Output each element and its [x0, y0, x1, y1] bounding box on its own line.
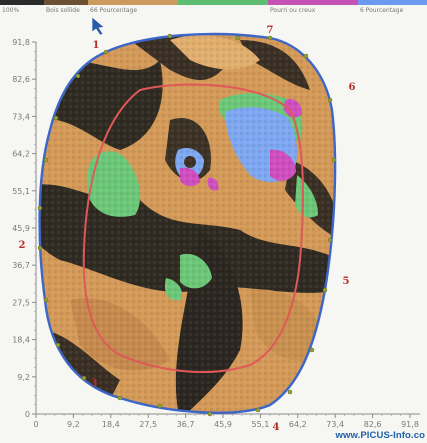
inner-outline: [82, 83, 304, 373]
sensor-point: [255, 407, 261, 413]
legend-item: 100%: [0, 0, 44, 16]
sensor-point: [43, 157, 49, 163]
legend-bar: 100% Bois sollide 66 Pourcentage Pourri ou …: [0, 0, 427, 16]
credit-text: www.PICUS-Info.co: [335, 430, 425, 441]
y-tick-label: 45,9: [12, 224, 30, 233]
sensor-label: 4: [273, 422, 280, 433]
tomogram-image: [39, 34, 336, 413]
sensor-point: [53, 115, 59, 121]
sensor-label: 5: [343, 276, 350, 287]
sensor-point: [303, 53, 309, 59]
legend-swatch: [44, 0, 88, 5]
sensor-points: [37, 33, 337, 417]
x-tick-label: 27,5: [139, 420, 157, 429]
x-tick-label: 73,4: [326, 420, 344, 429]
sensor-point: [267, 35, 273, 41]
legend-swatch: [88, 0, 178, 5]
sensor-point: [167, 33, 173, 39]
legend-label: 100%: [2, 7, 20, 14]
sensor-label: 6: [349, 82, 356, 93]
y-tick-label: 91,8: [12, 38, 30, 47]
sensor-point: [55, 342, 61, 348]
y-tick-label: 0: [25, 410, 30, 419]
x-tick-label: 9,2: [67, 420, 80, 429]
legend-label: Pourri ou creux: [270, 7, 316, 14]
y-tick-label: 64,2: [12, 150, 30, 159]
legend-label: Bois sollide: [46, 7, 80, 14]
sensor-point: [327, 97, 333, 103]
sensor-label: 1: [93, 40, 100, 51]
sensor-point: [331, 157, 337, 163]
sensor-point: [43, 297, 49, 303]
y-tick-label: 18,4: [12, 336, 30, 345]
x-tick-label: 0: [33, 420, 38, 429]
sensor-point: [103, 49, 109, 55]
y-tick-label: 36,7: [12, 261, 30, 270]
sensor-point: [81, 375, 87, 381]
sensor-point: [37, 245, 43, 251]
trunk-outline: [38, 32, 337, 414]
legend-swatch: [178, 0, 268, 5]
sensor-point: [37, 205, 43, 211]
legend-swatch: [268, 0, 358, 5]
sensor-point: [287, 389, 293, 395]
y-tick-label: 9,2: [17, 373, 30, 382]
sensor-point: [117, 395, 123, 401]
sensor-point: [75, 73, 81, 79]
sensor-point: [235, 35, 241, 41]
legend-item: Bois sollide: [44, 0, 88, 16]
legend-label: 6 Pourcentage: [360, 7, 404, 14]
sensor-point: [157, 403, 163, 409]
sensor-point: [322, 287, 328, 293]
legend-item: Pourri ou creux: [268, 0, 358, 16]
sensor-label: 3: [91, 378, 98, 389]
y-tick-label: 55,1: [12, 187, 30, 196]
x-tick-label: 82,6: [364, 420, 382, 429]
x-tick-label: 55,1: [251, 420, 269, 429]
legend-swatch: [0, 0, 44, 5]
cursor-arrow-icon: [91, 16, 105, 36]
x-tick-label: 91,8: [401, 420, 419, 429]
y-tick-label: 27,5: [12, 298, 30, 307]
x-tick-label: 36,7: [177, 420, 195, 429]
axes: 0 9,2 18,4 27,5 36,7 45,9 55,1 64,2 73,4 82,6 91,8…: [12, 38, 420, 429]
sensor-label: 7: [267, 25, 274, 36]
x-tick-label: 45,9: [214, 420, 232, 429]
y-tick-label: 73,4: [12, 112, 30, 121]
sensor-point: [207, 411, 213, 417]
sensor-label: 2: [19, 240, 26, 251]
legend-label: 66 Pourcentage: [90, 7, 138, 14]
legend-item: [178, 0, 268, 16]
sensor-point: [327, 237, 333, 243]
x-tick-label: 18,4: [102, 420, 120, 429]
x-tick-label: 64,2: [289, 420, 307, 429]
y-tick-label: 82,6: [12, 75, 30, 84]
legend-item: 6 Pourcentage: [358, 0, 427, 16]
legend-swatch: [358, 0, 427, 5]
sensor-labels: 1 7 6 5 4 3 2: [19, 25, 356, 433]
sensor-point: [309, 347, 315, 353]
legend-item: 66 Pourcentage: [88, 0, 178, 16]
